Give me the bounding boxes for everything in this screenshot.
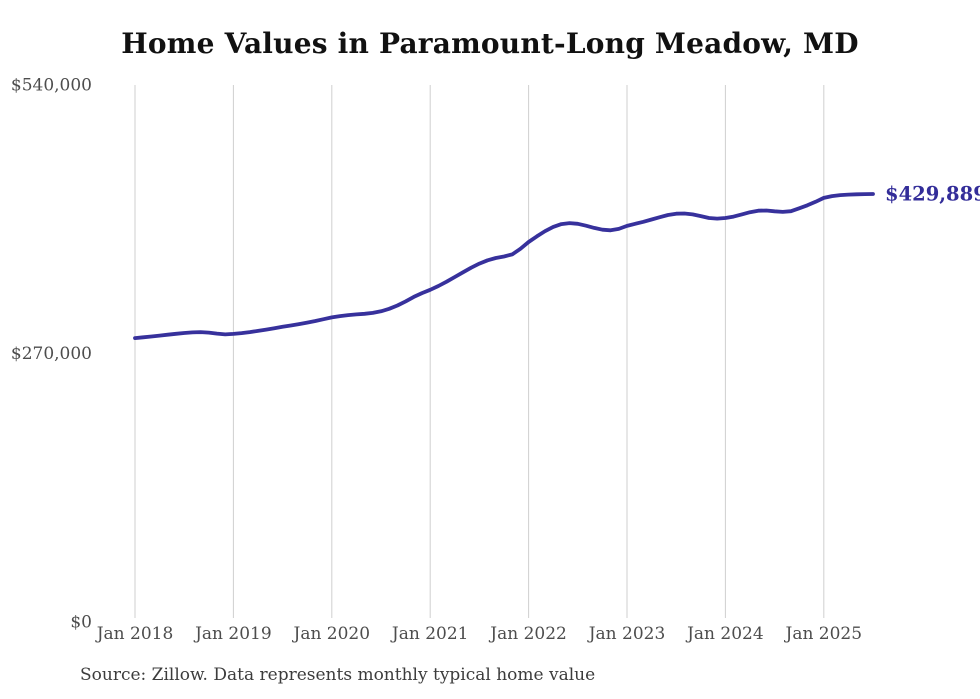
latest-value-label: $429,889 xyxy=(885,183,980,206)
y-tick-label: $0 xyxy=(70,613,92,633)
y-tick-label: $270,000 xyxy=(11,344,92,364)
chart-title: Home Values in Paramount-Long Meadow, MD xyxy=(121,27,859,60)
x-tick-label: Jan 2018 xyxy=(95,624,174,644)
source-note: Source: Zillow. Data represents monthly … xyxy=(80,665,596,685)
x-tick-label: Jan 2023 xyxy=(587,624,666,644)
x-tick-label: Jan 2025 xyxy=(784,624,863,644)
x-tick-label: Jan 2024 xyxy=(685,624,764,644)
x-tick-label: Jan 2019 xyxy=(193,624,272,644)
x-tick-label: Jan 2021 xyxy=(390,624,469,644)
home-value-line xyxy=(133,192,875,341)
x-tick-label: Jan 2022 xyxy=(488,624,567,644)
y-tick-label: $540,000 xyxy=(11,76,92,96)
x-tick-label: Jan 2020 xyxy=(292,624,371,644)
